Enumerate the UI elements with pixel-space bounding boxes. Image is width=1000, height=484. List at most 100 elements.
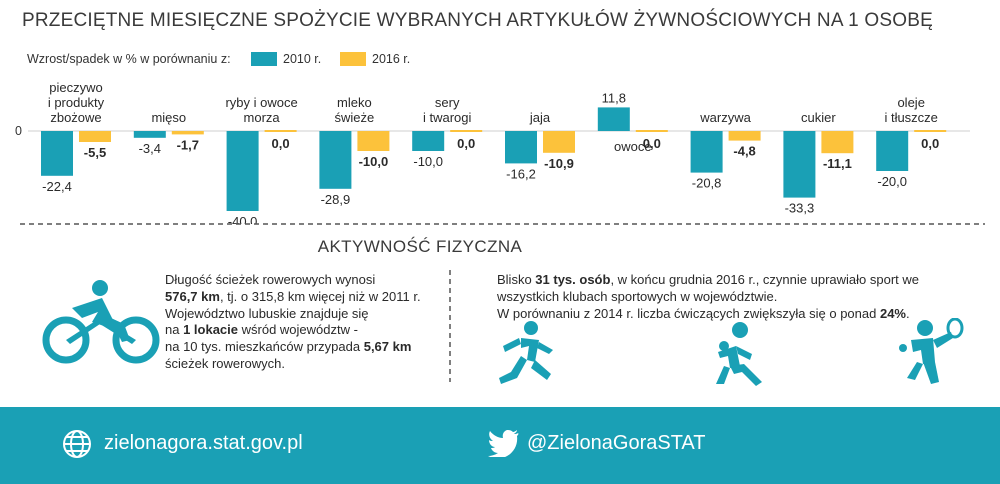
cycling-paths-text: Długość ścieżek rowerowych wynosi 576,7 k…	[165, 272, 435, 373]
highlighted-value: 24%	[879, 305, 906, 321]
text-segment: na	[165, 322, 184, 338]
category-label: i twarogi	[423, 110, 472, 125]
data-label: -28,9	[321, 192, 351, 207]
bar-2016	[79, 131, 111, 142]
highlighted-value: 1 lokacie	[183, 322, 239, 338]
legend-label: Wzrost/spadek w % w porównaniu z:	[27, 52, 231, 66]
bar-2010	[597, 107, 630, 131]
text-line: ścieżek rowerowych.	[165, 356, 435, 373]
text-segment: Długość ścieżek rowerowych wynosi	[165, 272, 376, 287]
data-label: -10,0	[359, 154, 389, 169]
data-label: -10,9	[544, 156, 574, 171]
category-label: zbożowe	[50, 110, 101, 125]
highlighted-value: 31 tys. osób	[535, 272, 611, 287]
bar-2010	[41, 131, 73, 176]
data-label: -3,4	[139, 141, 161, 156]
category-label: jaja	[529, 110, 551, 125]
zero-tick-label: 0	[15, 124, 22, 138]
category-label: mięso	[151, 110, 186, 125]
tennis-player-icon	[899, 318, 964, 384]
data-label: -10,0	[413, 154, 443, 169]
text-segment: Województwo lubuskie znajduje się	[165, 305, 369, 321]
vertical-divider	[449, 270, 451, 382]
twitter-handle-link[interactable]: @ZielonaGoraSTAT	[527, 432, 706, 454]
text-segment: na 10 tys. mieszkańców przypada	[165, 339, 364, 355]
category-label: owoce	[614, 139, 652, 154]
data-label: -11,1	[823, 156, 852, 171]
bar-2010	[319, 131, 352, 189]
twitter-bird-icon	[488, 430, 519, 457]
text-segment: , w końcu grudnia 2016 r., czynnie upraw…	[610, 272, 919, 287]
category-label: warzywa	[699, 110, 751, 125]
text-line: na 10 tys. mieszkańców przypada 5,67 km	[165, 339, 435, 356]
category-label: mleko	[337, 95, 372, 110]
cyclist-icon	[42, 280, 160, 364]
text-segment: W porównaniu z 2014 r. liczba ćwiczących…	[497, 305, 880, 321]
data-label: 0,0	[272, 136, 290, 151]
text-line: wszystkich klubach sportowych w wojewódz…	[497, 289, 977, 306]
page-title: PRZECIĘTNE MIESIĘCZNE SPOŻYCIE WYBRANYCH…	[22, 10, 933, 31]
data-label: -33,3	[785, 201, 815, 216]
text-segment: wśród województw -	[238, 322, 358, 338]
volleyball-player-icon	[716, 322, 762, 386]
sport-clubs-text: Blisko 31 tys. osób, w końcu grudnia 201…	[497, 272, 977, 322]
category-label: i produkty	[48, 95, 105, 110]
text-line: W porównaniu z 2014 r. liczba ćwiczących…	[497, 306, 977, 323]
legend-item-2016: 2016 r.	[372, 52, 411, 66]
bar-2010	[690, 131, 723, 173]
data-label: 11,8	[602, 90, 626, 105]
category-label: oleje	[897, 95, 924, 110]
category-label: sery	[435, 95, 460, 110]
footer-bar: zielonagora.stat.gov.pl @ZielonaGoraSTAT	[0, 407, 1000, 484]
text-line: 576,7 km, tj. o 315,8 km więcej niż w 20…	[165, 289, 435, 306]
highlighted-value: 576,7 km	[165, 288, 220, 304]
text-segment: ścieżek rowerowych.	[165, 355, 285, 371]
bar-2010	[412, 131, 445, 151]
bar-2016	[728, 131, 761, 141]
category-label: świeże	[335, 110, 375, 125]
text-segment: wszystkich klubach sportowych w wojewódz…	[497, 288, 778, 304]
data-label: 0,0	[457, 136, 475, 151]
data-label: 0,0	[643, 136, 661, 151]
website-link[interactable]: zielonagora.stat.gov.pl	[104, 432, 303, 454]
text-segment: , tj. o 315,8 km więcej niż w 2011 r.	[219, 288, 421, 304]
data-label: -1,7	[177, 137, 199, 152]
text-line: Długość ścieżek rowerowych wynosi	[165, 272, 435, 289]
legend-swatch-2016	[340, 52, 366, 66]
data-label: -4,8	[733, 144, 755, 159]
section-title-physical-activity: AKTYWNOŚĆ FIZYCZNA	[317, 237, 523, 256]
bar-2016	[543, 131, 575, 153]
category-label: cukier	[801, 110, 836, 125]
bar-2010	[783, 131, 816, 198]
bar-2010	[133, 131, 166, 138]
data-label: -20,0	[877, 174, 907, 189]
highlighted-value: 5,67 km	[363, 339, 412, 355]
bar-2016	[821, 131, 854, 154]
data-label: 0,0	[921, 136, 939, 151]
data-label: -5,5	[84, 145, 106, 160]
data-label: -22,4	[42, 179, 72, 194]
text-segment: .	[906, 305, 910, 321]
legend-item-2010: 2010 r.	[283, 52, 322, 66]
text-line: na 1 lokacie wśród województw -	[165, 322, 435, 339]
data-label: -16,2	[506, 166, 536, 181]
globe-icon	[63, 430, 91, 458]
category-label: morza	[244, 110, 281, 125]
category-label: pieczywo	[49, 80, 102, 95]
runner-icon	[499, 321, 553, 384]
text-line: Blisko 31 tys. osób, w końcu grudnia 201…	[497, 272, 977, 289]
bar-2016	[171, 131, 204, 135]
bar-2016	[357, 131, 390, 151]
bar-2010	[876, 131, 909, 171]
category-label: ryby i owoce	[225, 95, 297, 110]
text-line: Województwo lubuskie znajduje się	[165, 306, 435, 323]
bar-2010	[226, 131, 259, 211]
text-segment: Blisko	[497, 272, 536, 287]
category-label: i tłuszcze	[884, 110, 937, 125]
legend-swatch-2010	[251, 52, 277, 66]
data-label: -40,0	[228, 214, 258, 224]
bar-2010	[505, 131, 537, 164]
data-label: -20,8	[692, 176, 722, 191]
section-divider	[20, 223, 985, 225]
